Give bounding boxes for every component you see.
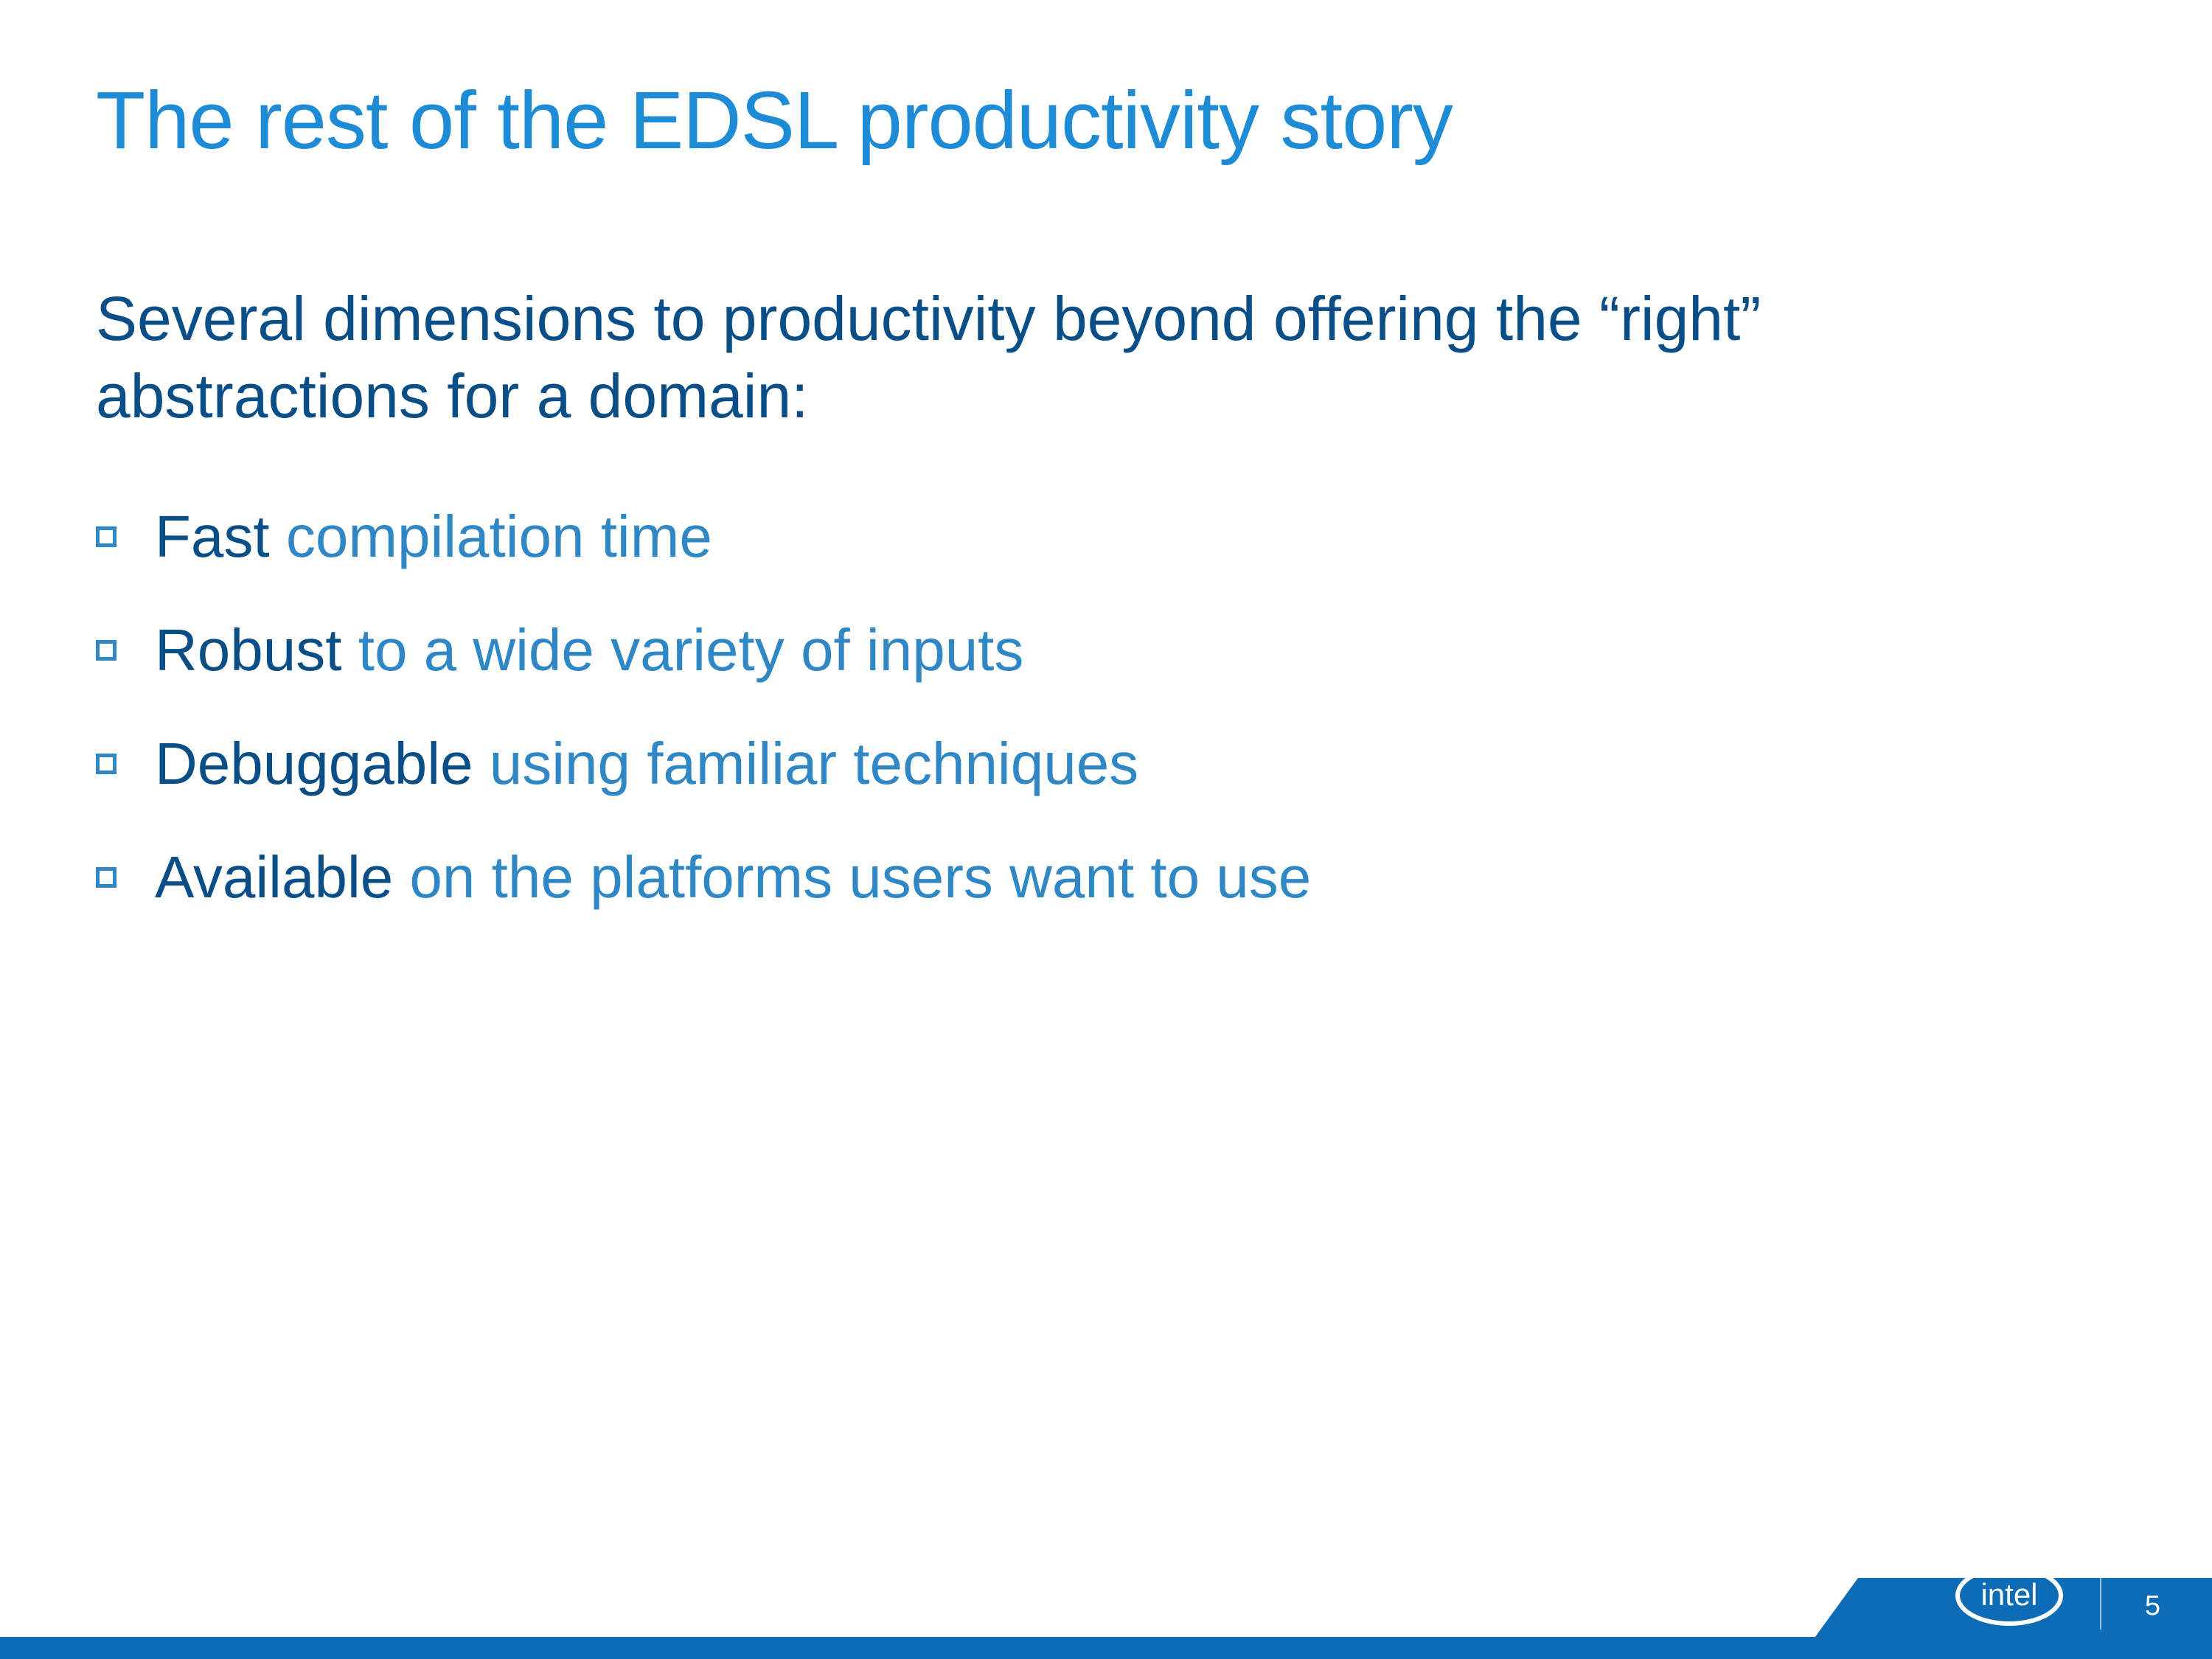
intel-logo: intel (1954, 1562, 2065, 1632)
bullet-lead: Available (155, 844, 393, 910)
bullet-square-icon (96, 754, 116, 774)
bullet-item: Fast compilation time (96, 501, 2101, 572)
bullet-list: Fast compilation time Robust to a wide v… (96, 501, 2101, 956)
slide-title: The rest of the EDSL productivity story (96, 74, 1453, 167)
bullet-item: Debuggable using familiar techniques (96, 728, 2101, 799)
bullet-rest: using familiar techniques (473, 731, 1138, 796)
bullet-rest: compilation time (270, 504, 712, 569)
bullet-lead: Fast (155, 504, 270, 569)
bullet-rest: to a wide variety of inputs (341, 617, 1023, 683)
slide-intro: Several dimensions to productivity beyon… (96, 280, 2101, 435)
bullet-square-icon (96, 640, 116, 661)
slide: The rest of the EDSL productivity story … (0, 0, 2212, 1659)
page-number: 5 (2145, 1590, 2160, 1622)
bullet-square-icon (96, 526, 116, 547)
logo-text: intel (1980, 1577, 2037, 1612)
bullet-lead: Robust (155, 617, 341, 683)
bullet-square-icon (96, 867, 116, 888)
footer-divider (2100, 1578, 2101, 1630)
bullet-rest: on the platforms users want to use (393, 844, 1311, 910)
bullet-lead: Debuggable (155, 731, 473, 796)
bullet-item: Robust to a wide variety of inputs (96, 615, 2101, 686)
bullet-item: Available on the platforms users want to… (96, 842, 2101, 913)
